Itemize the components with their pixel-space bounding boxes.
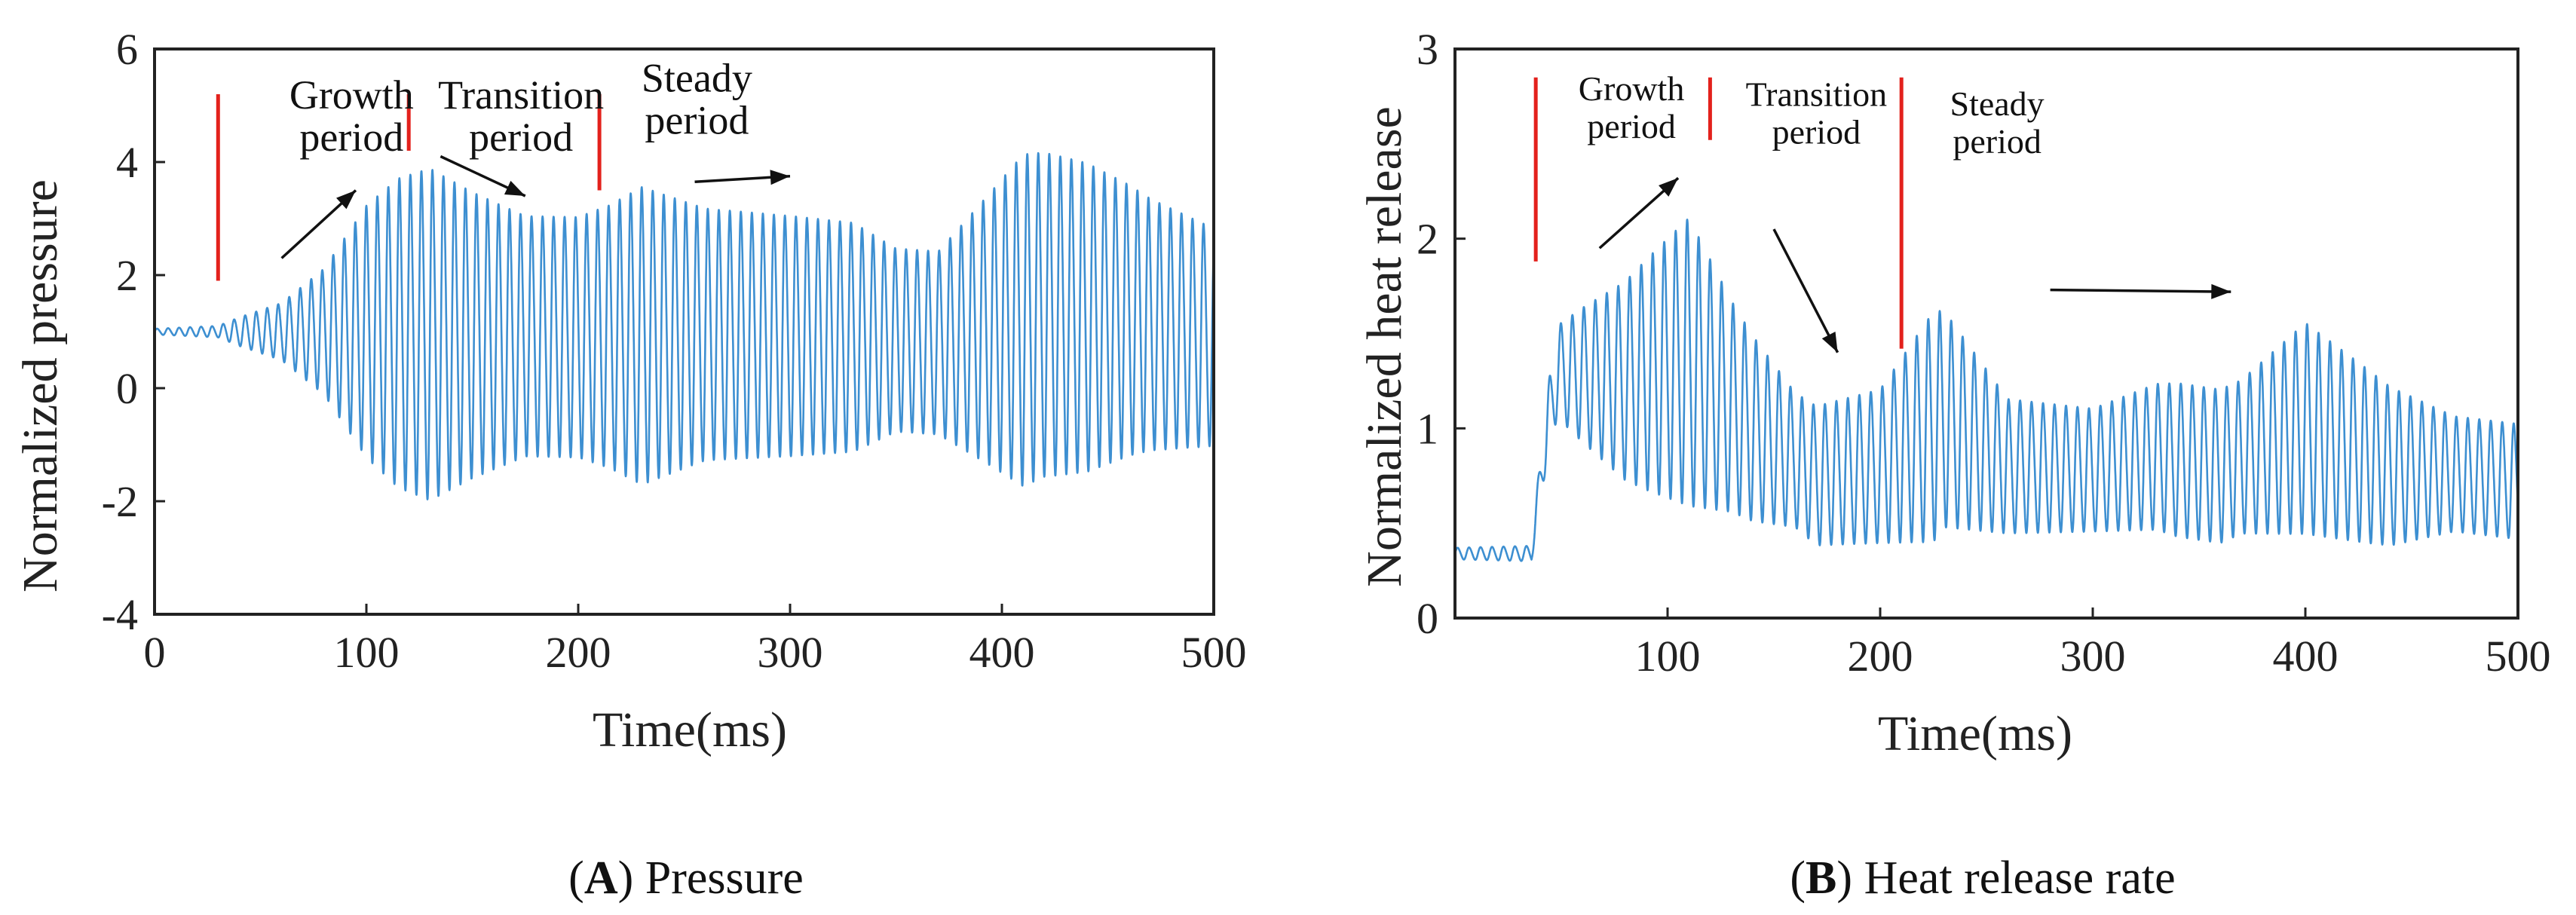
panel-a-xtick-label: 200 [546, 628, 611, 677]
panel-b-xtick-label: 400 [2273, 632, 2339, 681]
panel-a-trend-arrow [694, 170, 791, 185]
panel-a-phase-label: Transition period [438, 72, 604, 160]
panel-a-ytick-label: -4 [102, 590, 138, 639]
panel-a-pressure-chart: Normalized pressure Time(ms) 0 100 200 300 4… [13, 25, 1247, 904]
panel-a-pressure-series [153, 151, 1215, 500]
panel-b-xtick-label: 300 [2060, 632, 2126, 681]
panel-b-heat-release-series [1453, 219, 2519, 562]
panel-a-ytick-label: 2 [116, 251, 138, 300]
panel-a-ytick-label: 0 [116, 364, 138, 413]
panel-a-ytick-label: 4 [116, 138, 138, 187]
panel-b-ytick-label: 1 [1417, 404, 1438, 453]
panel-a-trend-arrow [440, 155, 526, 197]
panel-b-ytick-label: 0 [1417, 594, 1438, 643]
panel-b-ytick-label: 3 [1417, 25, 1438, 74]
panel-b-caption-letter: B [1806, 852, 1836, 904]
panel-b-plot-frame [1453, 47, 2519, 620]
panel-b-heat-release-chart: Normalized heat release Time(ms) 100 200 3… [1357, 25, 2551, 904]
panel-a-trend-arrow [280, 189, 357, 259]
panel-a-phase-label: Steady period [642, 55, 752, 142]
panel-a-caption: (A) Pressure [568, 852, 804, 904]
panel-b-trend-arrow [1772, 228, 1839, 353]
panel-a-ytick-label: -2 [102, 477, 138, 526]
panel-a-ylabel: Normalized pressure [13, 179, 68, 592]
panel-a-phase-label: Growth period [289, 72, 414, 160]
panel-b-xtick-label: 200 [1848, 632, 1913, 681]
panel-b-ylabel: Normalized heat release [1357, 106, 1412, 587]
panel-a-xtick-label: 500 [1181, 628, 1247, 677]
panel-a-xtick-label: 300 [758, 628, 823, 677]
panel-b-ytick-label: 2 [1417, 215, 1438, 264]
panel-b-xlabel: Time(ms) [1878, 706, 2072, 761]
panel-a-ytick-label: 6 [116, 25, 138, 74]
panel-b-trend-arrow [1598, 176, 1680, 249]
panel-a-caption-text: Pressure [645, 852, 804, 904]
panel-b-xtick-label: 100 [1635, 632, 1701, 681]
panel-b-xtick-label: 500 [2486, 632, 2551, 681]
panel-b-phase-label: Growth period [1579, 69, 1685, 145]
panel-b-caption: (B) Heat release rate [1790, 852, 2175, 904]
panel-a-xtick-label: 0 [144, 628, 166, 677]
panel-a-plot-frame [153, 47, 1215, 616]
panel-b-phase-label: Steady period [1950, 84, 2044, 161]
panel-b-phase-label: Transition period [1746, 75, 1887, 151]
panel-a-caption-letter: A [584, 852, 618, 904]
panel-b-caption-text: Heat release rate [1864, 852, 2176, 904]
panel-a-xtick-label: 400 [969, 628, 1035, 677]
panel-a-xlabel: Time(ms) [593, 702, 787, 757]
panel-a-xtick-label: 100 [334, 628, 400, 677]
panel-b-trend-arrow [2050, 283, 2231, 299]
